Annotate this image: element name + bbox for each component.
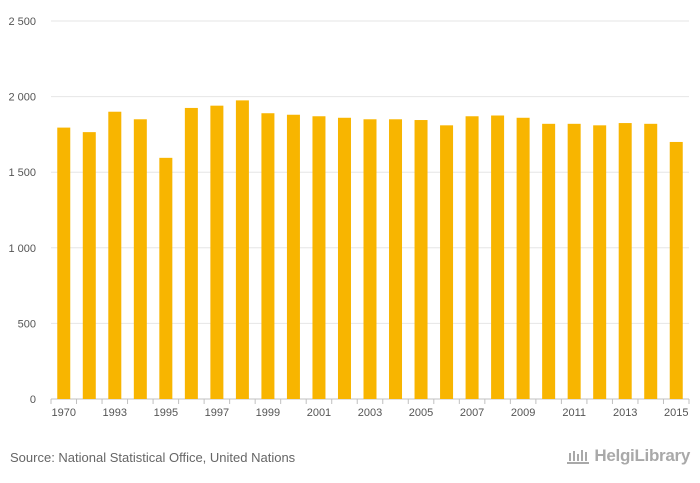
- bar-1994[interactable]: [133, 119, 147, 399]
- x-tick-label: 1999: [256, 407, 280, 419]
- bar-1996[interactable]: [184, 107, 198, 399]
- bar-1997[interactable]: [210, 105, 224, 399]
- x-tick-label: 1995: [154, 407, 178, 419]
- bar-2002[interactable]: [337, 117, 351, 399]
- bar-2008[interactable]: [491, 115, 505, 400]
- bar-2011[interactable]: [567, 123, 581, 399]
- source-note: Source: National Statistical Office, Uni…: [10, 450, 296, 465]
- x-tick-label: 1970: [52, 407, 76, 419]
- bar-2004[interactable]: [389, 119, 403, 399]
- bar-2010[interactable]: [542, 123, 556, 399]
- x-tick-label: 2015: [664, 407, 688, 419]
- bar-2007[interactable]: [465, 116, 479, 400]
- bar-2013[interactable]: [618, 123, 632, 399]
- logo-text: HelgiLibrary: [594, 446, 690, 465]
- x-tick-label: 2013: [613, 407, 637, 419]
- bar-1995[interactable]: [159, 157, 173, 399]
- y-tick-label: 1 000: [8, 243, 36, 255]
- bar-2009[interactable]: [516, 117, 530, 399]
- x-tick-label: 2011: [562, 407, 586, 419]
- x-tick-label: 2009: [511, 407, 535, 419]
- bar-2006[interactable]: [440, 125, 454, 399]
- y-tick-label: 500: [18, 318, 36, 330]
- x-tick-label: 1997: [205, 407, 229, 419]
- library-icon: [567, 450, 590, 464]
- bar-2000[interactable]: [286, 114, 300, 399]
- bar-1999[interactable]: [261, 113, 275, 400]
- helgi-library-logo[interactable]: HelgiLibrary: [566, 446, 690, 466]
- bar-1998[interactable]: [235, 100, 249, 399]
- bar-1970[interactable]: [57, 127, 71, 399]
- bar-chart: 0 500 1 000 1 500 2 000 2 500 1970 1993 1995 1997…: [8, 16, 690, 419]
- bar-1993[interactable]: [108, 111, 122, 399]
- bar-2014[interactable]: [644, 123, 658, 399]
- bar-2005[interactable]: [414, 120, 428, 399]
- y-tick-label: 2 500: [8, 16, 36, 28]
- bar-2001[interactable]: [312, 116, 326, 400]
- y-tick-label: 0: [30, 394, 36, 406]
- x-tick-label: 2007: [460, 407, 484, 419]
- x-tick-label: 1993: [103, 407, 127, 419]
- bar-2003[interactable]: [363, 119, 377, 399]
- y-tick-label: 2 000: [8, 92, 36, 104]
- x-tick-label: 2001: [307, 407, 331, 419]
- x-tick-label: 2005: [409, 407, 433, 419]
- bar-2015[interactable]: [669, 141, 683, 399]
- bar-2012[interactable]: [593, 125, 607, 399]
- y-tick-label: 1 500: [8, 167, 36, 179]
- bar-1980[interactable]: [82, 132, 96, 399]
- x-tick-label: 2003: [358, 407, 382, 419]
